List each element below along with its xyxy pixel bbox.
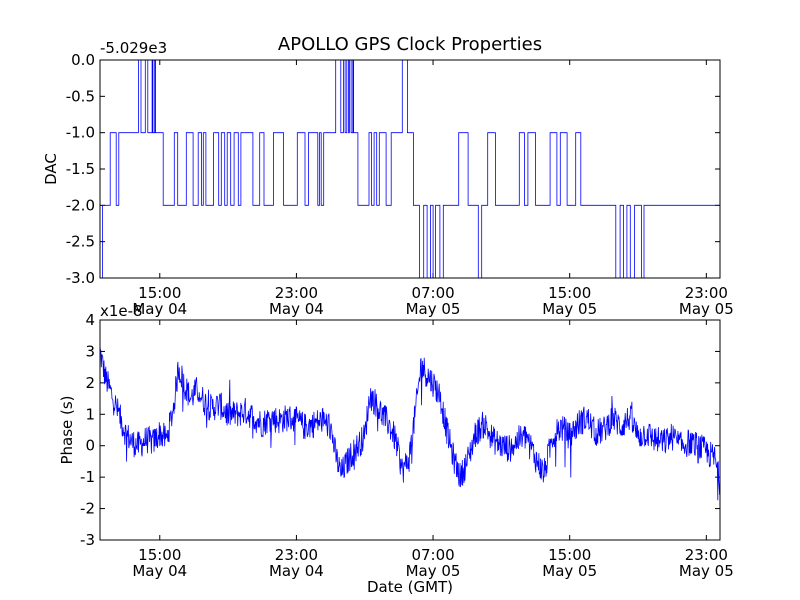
phase-x-tick-date: May 04 (132, 562, 187, 580)
phase-offset-label: x1e-8 (100, 302, 143, 320)
phase-y-tick-label: 3 (85, 342, 95, 360)
phase-x-tick-date: May 05 (542, 562, 597, 580)
phase-x-tick-time: 07:00 (411, 546, 454, 564)
phase-y-tick-label: -1 (80, 468, 95, 486)
dac-x-tick-time: 23:00 (685, 284, 728, 302)
phase-line (99, 346, 721, 501)
dac-y-tick-labels: -3.0 -2.5 -2.0 -1.5 -1.0 -0.5 0.0 (66, 51, 95, 287)
phase-y-tick-label: -2 (80, 500, 95, 518)
phase-y-tick-label: -3 (80, 531, 95, 549)
dac-plot-frame (99, 59, 721, 279)
dac-x-tick-time: 07:00 (411, 284, 454, 302)
phase-x-tick-time: 15:00 (548, 546, 591, 564)
dac-y-tick-label: -3.0 (66, 269, 95, 287)
dac-y-tick-label: -2.0 (66, 196, 95, 214)
dac-x-tick-date: May 05 (542, 300, 597, 318)
dac-x-tick-time: 15:00 (138, 284, 181, 302)
dac-y-tick-label: 0.0 (71, 51, 95, 69)
phase-x-tick-date: May 05 (406, 562, 461, 580)
dac-y-tick-label: -1.0 (66, 124, 95, 142)
phase-x-tick-time: 15:00 (138, 546, 181, 564)
dac-series-line (100, 59, 720, 279)
dac-y-tick-label: -0.5 (66, 87, 95, 105)
phase-x-tick-date: May 04 (269, 562, 324, 580)
dac-x-tick-date: May 05 (406, 300, 461, 318)
phase-x-tick-date: May 05 (679, 562, 734, 580)
figure-title: APOLLO GPS Clock Properties (278, 34, 542, 55)
dac-x-tick-time: 15:00 (548, 284, 591, 302)
phase-y-tick-label: 0 (85, 437, 95, 455)
dac-x-tick-date: May 04 (269, 300, 324, 318)
phase-y-axis-label: Phase (s) (58, 395, 76, 464)
phase-plot-frame (99, 319, 721, 541)
dac-x-tick-date: May 05 (679, 300, 734, 318)
dac-line (100, 59, 720, 279)
dac-x-tick-date: May 04 (132, 300, 187, 318)
dac-offset-label: -5.029e3 (100, 39, 167, 57)
phase-y-tick-label: 4 (85, 311, 95, 329)
phase-series-line (99, 346, 721, 501)
dac-x-tick-time: 23:00 (275, 284, 318, 302)
dac-y-tick-label: -1.5 (66, 160, 95, 178)
phase-y-tick-label: 1 (85, 405, 95, 423)
dac-y-axis-label: DAC (42, 153, 60, 185)
phase-x-tick-time: 23:00 (685, 546, 728, 564)
dac-y-tick-label: -2.5 (66, 233, 95, 251)
phase-x-tick-time: 23:00 (275, 546, 318, 564)
phase-x-axis-label: Date (GMT) (367, 578, 453, 596)
phase-y-tick-labels: -3 -2 -1 0 1 2 3 4 (80, 311, 95, 549)
phase-y-tick-label: 2 (85, 374, 95, 392)
